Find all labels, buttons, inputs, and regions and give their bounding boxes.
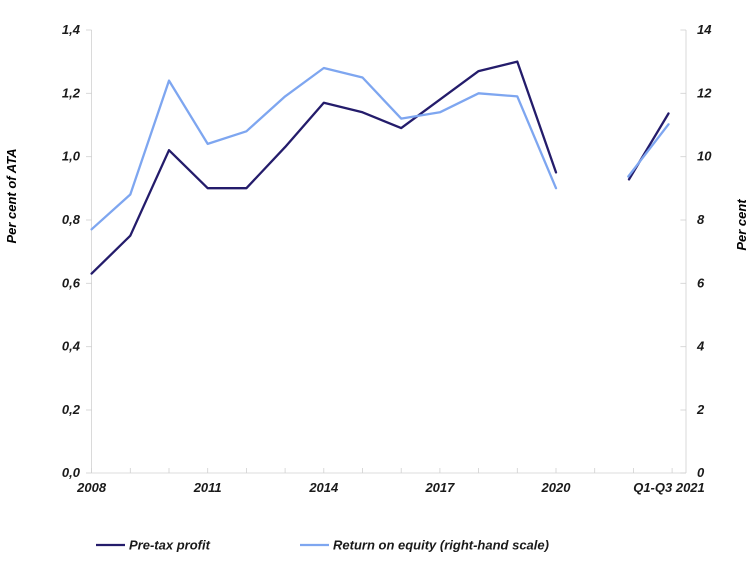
svg-text:14: 14 <box>697 22 712 37</box>
svg-text:6: 6 <box>697 275 705 290</box>
svg-text:12: 12 <box>697 85 712 100</box>
svg-text:0,4: 0,4 <box>62 339 81 354</box>
svg-text:Return on equity (right-hand s: Return on equity (right-hand scale) <box>333 538 549 553</box>
svg-text:2: 2 <box>696 402 705 417</box>
svg-text:2017: 2017 <box>424 480 455 495</box>
svg-text:0,0: 0,0 <box>62 465 81 480</box>
svg-text:Q1-Q3 2021: Q1-Q3 2021 <box>633 480 705 495</box>
svg-text:2008: 2008 <box>76 480 107 495</box>
svg-text:2014: 2014 <box>308 480 339 495</box>
svg-text:2011: 2011 <box>193 480 222 495</box>
svg-text:0,8: 0,8 <box>62 212 81 227</box>
svg-text:2020: 2020 <box>541 480 572 495</box>
svg-text:0,2: 0,2 <box>62 402 81 417</box>
svg-text:10: 10 <box>697 149 712 164</box>
svg-text:Per cent of ATA: Per cent of ATA <box>4 148 19 243</box>
svg-text:4: 4 <box>696 339 705 354</box>
svg-text:1,0: 1,0 <box>62 149 81 164</box>
svg-text:Per cent: Per cent <box>734 199 749 251</box>
svg-text:0: 0 <box>697 465 705 480</box>
svg-text:8: 8 <box>697 212 705 227</box>
svg-text:1,2: 1,2 <box>62 85 81 100</box>
svg-text:0,6: 0,6 <box>62 275 81 290</box>
svg-text:1,4: 1,4 <box>62 22 81 37</box>
svg-text:Pre-tax profit: Pre-tax profit <box>129 538 211 553</box>
